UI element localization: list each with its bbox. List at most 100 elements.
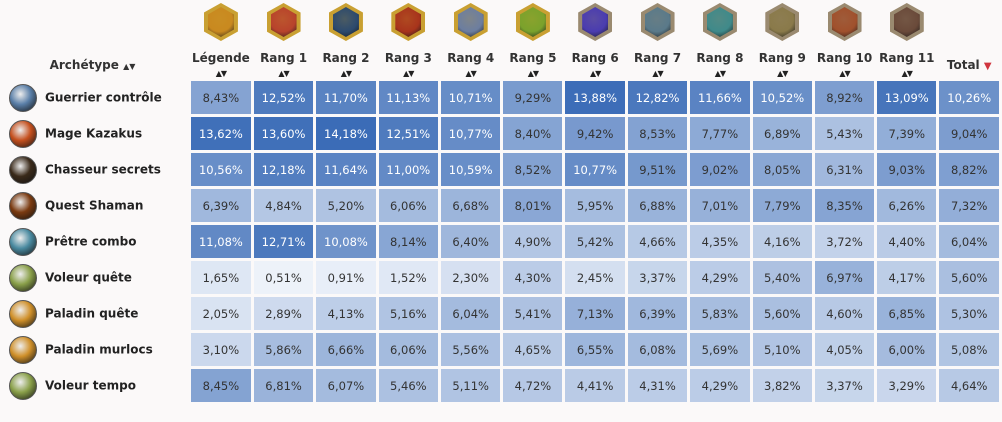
priest-class-icon (9, 227, 37, 256)
value-cell: 9,29% (503, 81, 563, 114)
value-cell: 9,42% (565, 117, 625, 150)
sort-up-down-icon[interactable]: ▲▼ (215, 69, 227, 78)
value-cell: 5,20% (316, 189, 376, 222)
rogue-class-icon (9, 371, 37, 400)
column-header-label: Rang 9 (758, 51, 806, 65)
value-cell: 4,29% (690, 261, 750, 294)
value-cell: 6,39% (190, 189, 251, 222)
value-cell: 9,51% (627, 153, 688, 186)
rank-1-icon (266, 3, 301, 41)
value-cell: 11,00% (378, 153, 438, 186)
value-cell: 13,60% (253, 117, 314, 150)
value-cell: 10,52% (752, 81, 812, 114)
value-cell: 8,35% (814, 189, 875, 222)
scroll-fade (0, 408, 1002, 422)
archetype-cell[interactable]: Paladin murlocs (3, 333, 188, 366)
value-cell: 0,51% (253, 261, 314, 294)
archetype-name: Voleur tempo (45, 378, 136, 392)
value-cell: 2,30% (441, 261, 501, 294)
column-header-label: Rang 11 (879, 51, 935, 65)
column-header-0[interactable]: Légende ▲▼ (191, 3, 251, 78)
value-cell: 9,03% (877, 153, 937, 186)
sort-up-down-icon[interactable]: ▲▼ (839, 69, 850, 78)
archetype-cell[interactable]: Voleur quête (3, 261, 188, 294)
value-cell: 4,13% (316, 297, 376, 330)
value-cell: 6,97% (814, 261, 875, 294)
column-header-11[interactable]: Rang 11 ▲▼ (877, 3, 936, 78)
column-header-6[interactable]: Rang 6 ▲▼ (565, 3, 624, 78)
column-header-1[interactable]: Rang 1 ▲▼ (254, 3, 313, 78)
value-cell: 8,92% (814, 81, 875, 114)
sort-up-down-icon[interactable]: ▲▼ (652, 69, 663, 78)
column-header-10[interactable]: Rang 10 ▲▼ (815, 3, 874, 78)
rank-4-icon (453, 3, 488, 41)
column-header-9[interactable]: Rang 9 ▲▼ (753, 3, 812, 78)
sort-up-down-icon[interactable]: ▲▼ (527, 69, 539, 78)
sort-up-down-icon[interactable]: ▲▼ (714, 69, 726, 78)
value-cell: 5,83% (690, 297, 750, 330)
table-row: Paladin murlocs 3,10% 5,86% 6,66% 6,06% 5,56%… (3, 333, 999, 366)
column-header-label: Rang 4 (447, 51, 495, 65)
mage-class-icon (9, 119, 37, 148)
table-row: Voleur tempo 8,45% 6,81% 6,07% 5,46% 5,11% 4,7… (3, 369, 999, 402)
value-cell: 4,84% (253, 189, 314, 222)
archetype-cell[interactable]: Quest Shaman (3, 189, 188, 222)
total-header[interactable]: Total ▼ (939, 3, 999, 78)
value-cell: 3,29% (877, 369, 937, 402)
archetype-header-label: Archétype (49, 58, 119, 72)
sort-up-down-icon[interactable]: ▲▼ (278, 69, 289, 78)
archetype-cell[interactable]: Chasseur secrets (3, 153, 188, 186)
shaman-class-icon (9, 191, 37, 220)
column-header-2[interactable]: Rang 2 ▲▼ (316, 3, 375, 78)
value-cell: 6,88% (627, 189, 688, 222)
sort-up-down-icon[interactable]: ▲▼ (590, 69, 601, 78)
value-cell: 4,66% (627, 225, 688, 258)
rank-10-icon (827, 3, 862, 41)
value-cell: 3,37% (814, 369, 875, 402)
rank-2-icon (328, 3, 363, 41)
archetype-cell[interactable]: Voleur tempo (3, 369, 188, 402)
column-header-4[interactable]: Rang 4 ▲▼ (441, 3, 500, 78)
sort-up-down-icon[interactable]: ▲▼ (901, 69, 913, 78)
value-cell: 6,89% (752, 117, 812, 150)
value-cell: 6,39% (627, 297, 688, 330)
value-cell: 8,40% (503, 117, 563, 150)
value-cell: 5,86% (253, 333, 314, 366)
column-header-7[interactable]: Rang 7 ▲▼ (628, 3, 687, 78)
column-header-3[interactable]: Rang 3 ▲▼ (379, 3, 438, 78)
column-header-5[interactable]: Rang 5 ▲▼ (503, 3, 562, 78)
value-cell: 4,30% (503, 261, 563, 294)
value-cell: 3,82% (752, 369, 812, 402)
value-cell: 5,43% (814, 117, 875, 150)
archetype-header[interactable]: Archétype ▲▼ (3, 3, 188, 78)
value-cell: 11,70% (316, 81, 376, 114)
table-body: Guerrier contrôle 8,43% 12,52% 11,70% 11,13%… (3, 81, 999, 402)
archetype-cell[interactable]: Mage Kazakus (3, 117, 188, 150)
rank-9-icon (765, 3, 800, 41)
value-cell: 4,72% (503, 369, 563, 402)
sort-up-down-icon[interactable]: ▲▼ (123, 62, 136, 71)
archetype-cell[interactable]: Prêtre combo (3, 225, 188, 258)
sort-down-active-icon[interactable]: ▼ (983, 61, 992, 72)
table-row: Voleur quête 1,65% 0,51% 0,91% 1,52% 2,30% 4,3… (3, 261, 999, 294)
sort-up-down-icon[interactable]: ▲▼ (465, 69, 477, 78)
value-cell: 10,77% (565, 153, 625, 186)
value-cell: 7,32% (939, 189, 999, 222)
value-cell: 6,66% (316, 333, 376, 366)
archetype-name: Guerrier contrôle (45, 90, 162, 104)
archetype-name: Chasseur secrets (45, 162, 161, 176)
archetype-cell[interactable]: Guerrier contrôle (3, 81, 188, 114)
value-cell: 8,82% (939, 153, 999, 186)
value-cell: 6,40% (441, 225, 501, 258)
value-cell: 8,01% (503, 189, 563, 222)
value-cell: 1,65% (190, 261, 251, 294)
value-cell: 8,43% (190, 81, 251, 114)
archetype-cell[interactable]: Paladin quête (3, 297, 188, 330)
value-cell: 6,04% (939, 225, 999, 258)
sort-up-down-icon[interactable]: ▲▼ (340, 69, 352, 78)
value-cell: 12,51% (378, 117, 438, 150)
column-header-8[interactable]: Rang 8 ▲▼ (690, 3, 749, 78)
total-header-label: Total (946, 58, 980, 72)
sort-up-down-icon[interactable]: ▲▼ (403, 69, 414, 78)
sort-up-down-icon[interactable]: ▲▼ (777, 69, 788, 78)
